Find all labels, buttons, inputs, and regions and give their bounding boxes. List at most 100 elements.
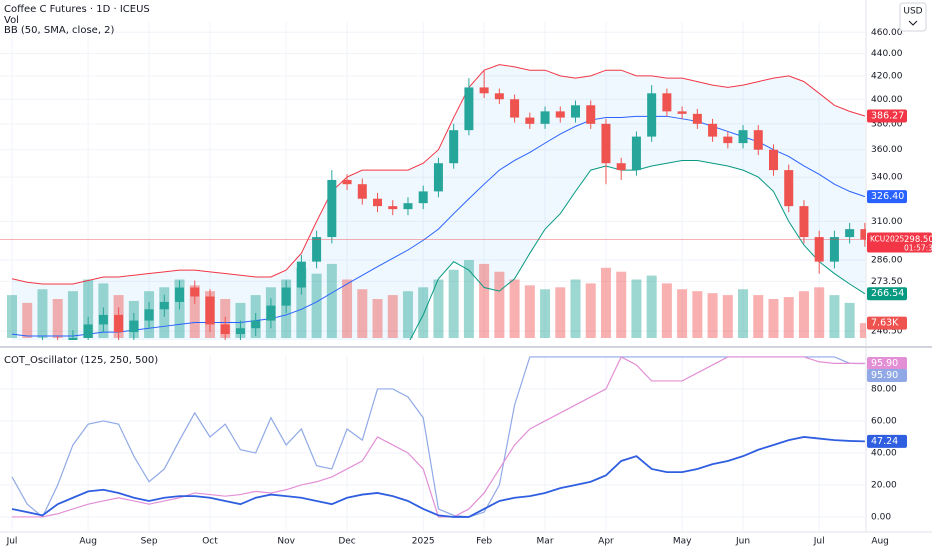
oscillator-line: [12, 356, 865, 518]
volume-bar: [433, 279, 444, 338]
volume-bar: [616, 271, 627, 338]
candle-body: [540, 111, 550, 124]
candle-body: [175, 287, 185, 302]
volume-bar: [798, 291, 809, 338]
candle-body: [525, 117, 535, 124]
y-tick-label: 440.00: [871, 49, 903, 59]
candle-body: [494, 93, 504, 100]
price-label: 326.40: [871, 191, 904, 202]
volume-bar: [509, 279, 520, 338]
candle-body: [510, 99, 520, 118]
y-tick-label: 246.50: [871, 327, 903, 337]
price-label-box: [867, 287, 907, 301]
candle-body: [403, 203, 413, 210]
candle-body: [616, 163, 626, 171]
candle-body: [845, 229, 855, 238]
volume-bar: [570, 279, 581, 338]
volume-bar: [631, 279, 642, 338]
oscillator-line: [11, 356, 865, 518]
candle-body: [418, 191, 428, 204]
candle-body: [631, 136, 641, 171]
x-tick-label: Sep: [141, 537, 158, 547]
volume-bar: [372, 299, 383, 338]
oscillator-label: 47.24: [871, 436, 898, 447]
candle-body: [571, 105, 581, 118]
candle-body: [677, 111, 687, 114]
oscillator-pane: [0, 356, 866, 532]
y-tick-label: 273.50: [871, 277, 903, 287]
current-price-box: [867, 232, 932, 253]
candle-body: [464, 87, 474, 131]
volume-bar: [844, 302, 855, 338]
volume-bar: [357, 289, 368, 338]
candle-body: [814, 237, 824, 262]
x-tick-label: Aug: [79, 537, 97, 547]
candle-body: [647, 93, 657, 137]
oscillator-label: 95.90: [871, 370, 898, 381]
candle-body: [753, 130, 763, 150]
volume-bar: [418, 287, 429, 338]
volume-bar: [524, 285, 535, 338]
volume-bar: [448, 269, 459, 338]
oscillator-title: COT_Oscillator (125, 250, 500): [4, 355, 158, 366]
candle-body: [388, 206, 398, 210]
x-tick-label: Apr: [598, 537, 614, 547]
price-label-box: [867, 109, 907, 123]
volume-bar: [722, 295, 733, 338]
candle-body: [723, 136, 733, 144]
volume-bar: [189, 285, 200, 338]
candle-body: [373, 198, 383, 207]
volume-bar: [494, 271, 505, 338]
volume-bar: [814, 287, 825, 338]
candle-body: [860, 229, 866, 240]
candle-body: [555, 111, 565, 118]
x-tick-label: Jul: [6, 537, 18, 547]
candle-body: [327, 179, 337, 238]
currency: USD: [903, 7, 922, 17]
candle-body: [220, 324, 230, 335]
price-label: 386.27: [871, 110, 904, 121]
volume-bar: [677, 289, 688, 338]
volume-label-box: [867, 316, 907, 330]
volume-bar: [753, 295, 764, 338]
currency-box[interactable]: [899, 2, 927, 32]
band-line: [11, 64, 866, 285]
x-tick-label: 2025: [412, 537, 435, 547]
y-tick-label: 360.00: [871, 145, 903, 155]
legend-label: Vol: [4, 15, 19, 26]
price-pane: [0, 22, 866, 340]
oscillator-label: 95.90: [871, 358, 898, 369]
x-tick-label: Nov: [277, 537, 295, 547]
candle-body: [312, 237, 322, 262]
y-tick-label: 286.00: [871, 255, 903, 265]
volume-bar: [783, 297, 794, 338]
candle-body: [129, 320, 139, 333]
oscillator-label-box: [867, 369, 907, 383]
candle-body: [692, 113, 702, 124]
band-line: [409, 159, 866, 340]
volume-bar: [692, 291, 703, 338]
candle-body: [266, 305, 276, 321]
candle-body: [738, 130, 748, 144]
oscillator-label-box: [867, 434, 907, 448]
candle-body: [190, 287, 200, 297]
volume-bar: [326, 263, 337, 338]
candle-body: [662, 93, 672, 112]
x-tick-label: Feb: [476, 537, 492, 547]
current-price-label: 298.50: [904, 235, 932, 245]
candle-body: [799, 206, 809, 238]
volume-bar: [67, 291, 78, 338]
volume-bar: [661, 283, 672, 338]
candle-body: [433, 163, 443, 192]
candle-body: [708, 123, 718, 137]
y-tick-label: 400.00: [871, 95, 903, 105]
y-tick-label: 420.00: [871, 71, 903, 81]
candle-body: [449, 130, 459, 164]
candle-body: [98, 314, 108, 325]
volume-bar: [859, 323, 866, 338]
y-tick-label: 20.00: [871, 480, 897, 490]
x-tick-label: Oct: [202, 537, 218, 547]
y-tick-label: 40.00: [871, 448, 897, 458]
